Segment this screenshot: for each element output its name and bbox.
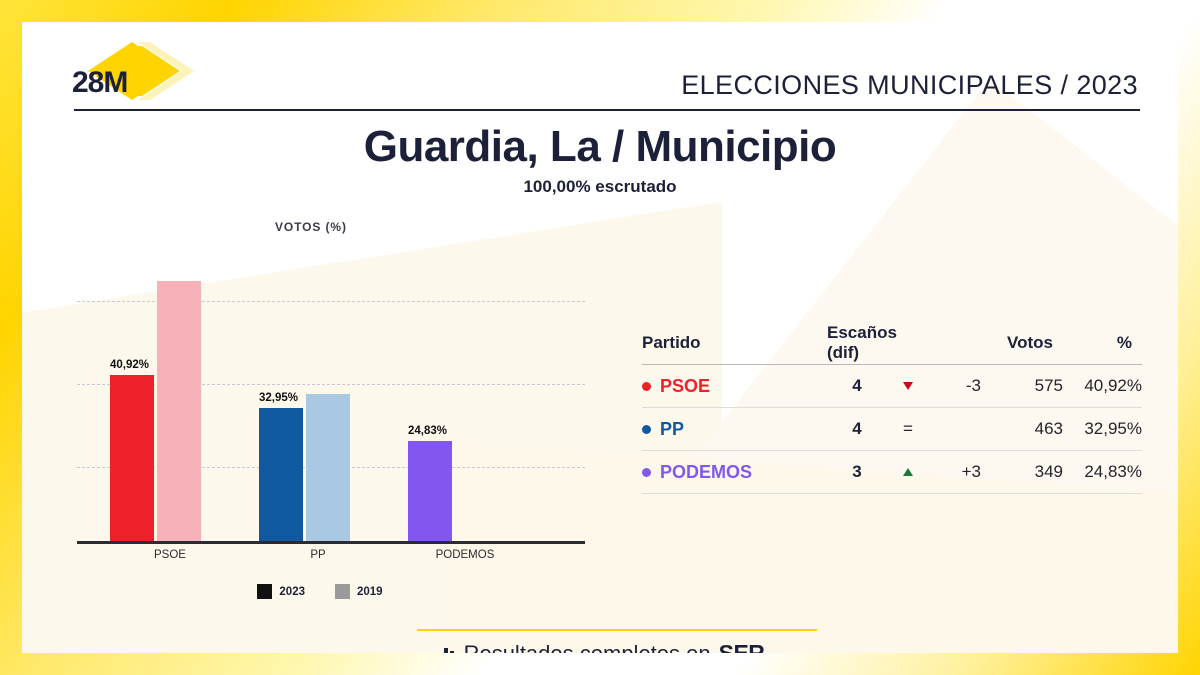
trend-arrow-podemos bbox=[887, 463, 929, 481]
votes-podemos: 349 bbox=[1034, 462, 1063, 481]
category-label-pp: PP bbox=[310, 549, 326, 561]
gridline-40 bbox=[77, 384, 585, 385]
party-cell-podemos: PODEMOS bbox=[642, 462, 827, 483]
chart-y-axis-label: VOTOS (%) bbox=[275, 220, 347, 234]
party-color-dot-icon bbox=[642, 424, 651, 434]
bar-group-podemos: 24,83% bbox=[408, 267, 499, 544]
legend-item-2023: 2023 bbox=[257, 584, 305, 599]
column-header-votes: Votos bbox=[1007, 333, 1053, 352]
seat-diff-podemos: +3 bbox=[961, 462, 981, 481]
equals-icon: = bbox=[903, 419, 913, 438]
28m-logo: 28M bbox=[72, 40, 212, 102]
legend-label-2019: 2019 bbox=[357, 585, 383, 598]
bar-group-psoe: 40,92% bbox=[110, 267, 201, 544]
party-color-dot-icon bbox=[642, 467, 651, 477]
bar-group-pp: 32,95% bbox=[259, 267, 350, 544]
party-color-dot-icon bbox=[642, 381, 651, 391]
bar-label-podemos-2023: 24,83% bbox=[408, 425, 448, 437]
page-title: Guardia, La / Municipio bbox=[363, 122, 837, 171]
party-name-pp: PP bbox=[660, 418, 685, 439]
seats-psoe: 4 bbox=[852, 376, 862, 395]
seat-diff-psoe: -3 bbox=[965, 376, 981, 395]
bar-pp-2023: 32,95% bbox=[259, 392, 303, 544]
legend-swatch-2023 bbox=[257, 584, 273, 599]
bar-chart-icon bbox=[443, 647, 454, 653]
footer-text: Resultados completos en bbox=[463, 640, 711, 654]
party-name-psoe: PSOE bbox=[660, 375, 711, 396]
seats-pp: 4 bbox=[852, 419, 862, 438]
party-cell-pp: PP bbox=[642, 419, 827, 440]
percent-podemos: 24,83% bbox=[1084, 462, 1142, 481]
triangle-up-icon bbox=[903, 468, 913, 476]
legend-item-2019: 2019 bbox=[335, 584, 383, 599]
triangle-down-icon bbox=[903, 382, 913, 390]
bar-label-pp-2023: 32,95% bbox=[259, 392, 299, 404]
legend-label-2023: 2023 bbox=[279, 585, 305, 598]
table-header-row: Partido Escaños (dif) Votos % bbox=[642, 322, 1142, 365]
logo-letter: M bbox=[103, 66, 128, 99]
party-cell-psoe: PSOE bbox=[642, 376, 827, 397]
gridline-60 bbox=[77, 301, 585, 302]
results-table: Partido Escaños (dif) Votos % PSOE 4 -3 … bbox=[642, 322, 1142, 494]
votes-bar-chart: 40,92% 32,95% 24,83% bbox=[55, 254, 585, 544]
bar-podemos-2023: 24,83% bbox=[408, 425, 452, 544]
votes-psoe: 575 bbox=[1034, 376, 1063, 395]
footer[interactable]: Resultados completos en SER bbox=[22, 640, 1178, 653]
category-label-psoe: PSOE bbox=[154, 549, 186, 561]
votes-pp: 463 bbox=[1034, 419, 1063, 438]
header-title: ELECCIONES MUNICIPALES / 2023 bbox=[681, 70, 1138, 100]
card-content: 28M ELECCIONES MUNICIPALES / 2023 Guardi… bbox=[22, 22, 1178, 653]
table-row[interactable]: PODEMOS 3 +3 349 24,83% bbox=[642, 451, 1142, 494]
bar-psoe-2023: 40,92% bbox=[110, 359, 154, 544]
table-row[interactable]: PP 4 = 463 32,95% bbox=[642, 408, 1142, 451]
bar-pp-2019 bbox=[306, 394, 350, 544]
party-name-podemos: PODEMOS bbox=[660, 461, 753, 482]
legend-swatch-2019 bbox=[335, 584, 350, 599]
ser-brand-logo: SER bbox=[718, 640, 765, 653]
header-divider bbox=[74, 109, 1140, 111]
column-header-seats: Escaños (dif) bbox=[827, 323, 897, 362]
scrutiny-subtitle: 100,00% escrutado bbox=[523, 177, 677, 196]
footer-divider bbox=[417, 629, 817, 631]
trend-arrow-pp: = bbox=[887, 419, 929, 439]
percent-psoe: 40,92% bbox=[1084, 376, 1142, 395]
percent-pp: 32,95% bbox=[1084, 419, 1142, 438]
diamond-arrow-logo-icon bbox=[88, 42, 194, 100]
column-header-percent: % bbox=[1116, 333, 1132, 352]
logo-number: 28 bbox=[72, 66, 104, 99]
chart-plot-area: 40,92% 32,95% 24,83% bbox=[110, 267, 575, 544]
result-card: 28M ELECCIONES MUNICIPALES / 2023 Guardi… bbox=[22, 22, 1178, 653]
seats-podemos: 3 bbox=[852, 462, 862, 481]
chart-x-axis bbox=[77, 541, 585, 544]
category-label-podemos: PODEMOS bbox=[435, 549, 495, 561]
chart-legend: 2023 2019 bbox=[55, 584, 585, 599]
trend-arrow-psoe bbox=[887, 377, 929, 395]
bar-label-psoe-2023: 40,92% bbox=[110, 359, 150, 371]
column-header-party: Partido bbox=[642, 333, 701, 352]
bar-psoe-2019 bbox=[157, 281, 201, 544]
chart-category-labels: PSOE PP PODEMOS bbox=[55, 549, 585, 571]
table-row[interactable]: PSOE 4 -3 575 40,92% bbox=[642, 365, 1142, 408]
